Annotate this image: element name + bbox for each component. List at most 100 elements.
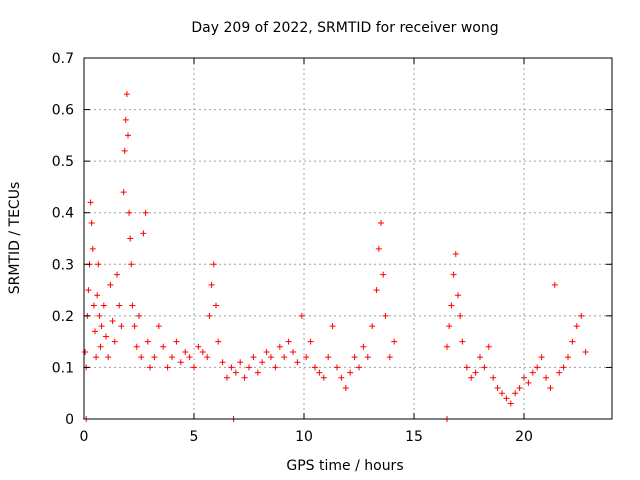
data-point [298,312,305,319]
data-point [276,343,283,350]
data-point [87,199,94,206]
data-point [151,354,158,361]
data-point [294,359,301,366]
data-point [213,302,219,309]
data-point [448,302,455,309]
data-point [472,369,479,376]
data-point [543,374,549,381]
data-point [569,338,576,345]
x-tick-label: 15 [405,429,423,445]
data-point [521,374,527,381]
y-tick-label: 0.7 [52,51,74,67]
data-point [325,354,332,361]
y-axis-label: SRMTID / TECUs [7,182,23,295]
data-point [120,189,127,196]
data-point [182,348,189,355]
data-points [82,91,589,422]
y-tick-label: 0.4 [52,206,74,222]
data-point [565,354,571,361]
data-point [109,318,116,325]
data-point [582,348,589,355]
data-point [342,385,349,392]
data-point [208,281,215,288]
data-point [356,364,362,371]
y-tick-label: 0.6 [52,103,74,119]
data-point [95,261,102,268]
data-point [468,374,475,381]
data-point [307,338,314,345]
data-point [375,245,382,252]
data-point [133,343,140,350]
data-point [215,338,222,345]
data-point [186,354,193,361]
data-point [98,323,105,330]
data-point [551,281,558,288]
data-point [246,364,252,371]
data-point [195,343,202,350]
y-tick-label: 0.3 [52,257,74,273]
data-point [116,302,123,309]
x-axis-label: GPS time / hours [286,458,403,474]
data-point [507,400,514,407]
data-point [547,385,554,392]
y-tick-labels: 0 0.1 0.2 0.3 0.4 0.5 0.6 0.7 [52,51,74,428]
data-point [89,245,96,252]
data-point [391,338,398,345]
data-point [206,312,213,319]
data-point [121,147,128,154]
data-point [129,302,136,309]
y-tick-label: 0.5 [52,154,74,170]
data-point [140,230,147,237]
data-point [147,364,153,371]
data-point [382,312,389,319]
data-point [320,374,327,381]
data-point [259,359,266,366]
data-point [103,333,109,340]
data-point [503,395,510,402]
x-tick-label: 0 [80,429,89,445]
data-point [136,312,142,319]
data-point [334,364,340,371]
data-point [373,287,380,294]
data-point [338,374,345,381]
data-point [386,354,393,361]
data-point [100,302,107,309]
x-tick-label: 5 [190,429,199,445]
data-point [312,364,318,371]
x-tick-label: 10 [295,429,313,445]
data-point [93,354,100,361]
data-point [516,385,523,392]
data-point [360,343,367,350]
data-point [316,369,323,376]
data-point [351,354,358,361]
data-point [131,323,138,330]
data-point [241,374,248,381]
data-point [254,369,261,376]
data-point [88,220,95,227]
x-tick-label: 20 [515,429,533,445]
data-point [578,312,585,319]
data-point [529,369,536,376]
data-point [455,292,461,299]
data-point [457,312,464,319]
data-point [459,338,466,345]
data-point [237,359,244,366]
data-point [272,364,279,371]
data-point [96,312,103,319]
data-point [512,390,519,397]
data-point [444,343,450,350]
data-point [128,261,135,268]
data-point [285,338,292,345]
data-point [111,338,118,345]
data-point [105,354,112,361]
x-tick-labels: 0 5 10 15 20 [80,429,533,445]
data-point [127,235,134,242]
data-point [219,359,226,366]
data-point [97,343,104,350]
data-point [369,323,376,330]
data-point [494,385,501,392]
data-point [556,369,563,376]
gridlines [84,58,612,419]
data-point [250,354,257,361]
data-point [82,348,89,355]
